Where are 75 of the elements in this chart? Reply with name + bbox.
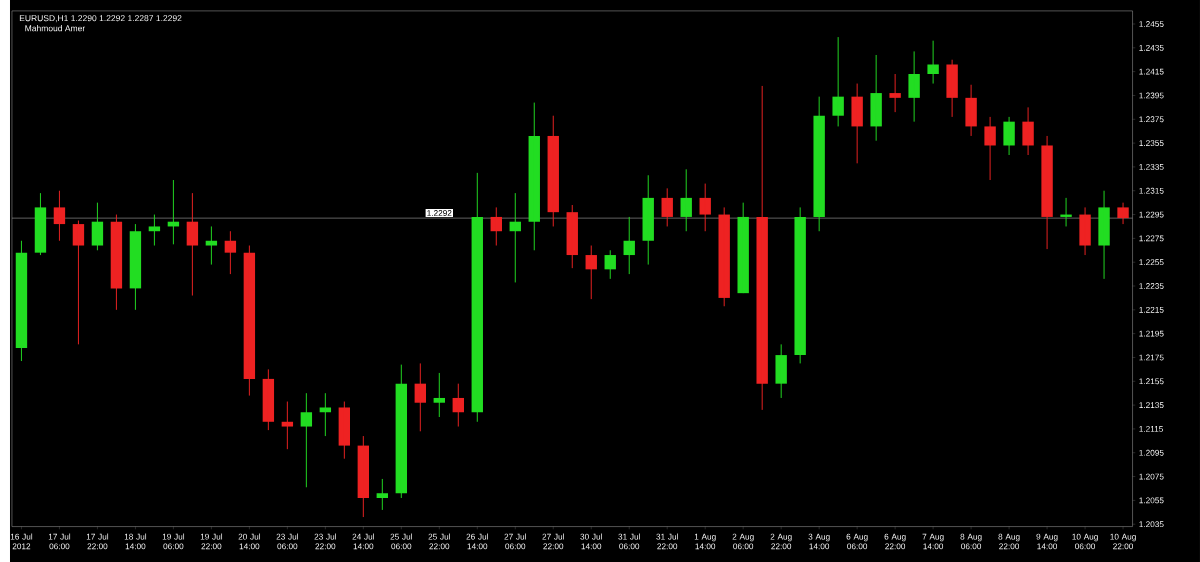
x-tick-label: 2 Aug 06:00: [732, 533, 754, 550]
x-tick-label: 26 Jul 14:00: [466, 533, 488, 550]
candlestick: [433, 372, 445, 418]
x-tick-label: 8 Aug 06:00: [960, 533, 982, 550]
y-tick-label: 1.2095: [1139, 449, 1164, 456]
x-tick-label: 17 Jul 06:00: [48, 533, 71, 550]
x-tick-label: 7 Aug 14:00: [922, 533, 944, 550]
y-tick-label: 1.2275: [1139, 235, 1164, 242]
chart-title: EURUSD,H1 1.2290 1.2292 1.2287 1.2292: [19, 14, 182, 23]
y-tick-label: 1.2295: [1139, 211, 1164, 218]
x-tick-label: 24 Jul 14:00: [352, 533, 374, 550]
y-tick-label: 1.2435: [1139, 44, 1164, 51]
candlestick: [300, 392, 313, 488]
x-tick-label: 17 Jul 22:00: [86, 533, 109, 550]
y-tick-label: 1.2175: [1139, 354, 1164, 361]
candlestick: [338, 400, 351, 460]
x-tick-label: 1 Aug 14:00: [694, 533, 716, 550]
y-tick-label: 1.2115: [1139, 425, 1163, 432]
candlestick: [205, 225, 218, 265]
x-tick-label: 6 Aug 06:00: [846, 533, 868, 550]
y-tick-label: 1.2255: [1139, 259, 1164, 265]
y-tick-label: 1.2375: [1139, 116, 1164, 123]
y-tick-label: 1.2135: [1139, 402, 1164, 408]
x-tick-label: 3 Aug 14:00: [808, 533, 830, 550]
x-tick-label: 8 Aug 22:00: [998, 533, 1020, 550]
x-tick-label: 18 Jul 14:00: [124, 533, 147, 550]
candlestick: [832, 36, 844, 127]
y-tick-label: 1.2035: [1139, 521, 1164, 527]
candlestick: [718, 206, 730, 307]
annotation: Mahmoud Amer: [25, 24, 86, 32]
x-tick-label: 30 Jul 14:00: [580, 533, 602, 550]
candlestick: [72, 219, 85, 345]
y-tick-label: 1.2075: [1139, 473, 1164, 480]
x-tick-label: 10 Aug 06:00: [1072, 533, 1098, 550]
x-tick-label: 23 Jul 06:00: [276, 533, 298, 550]
candlestick: [889, 73, 901, 113]
x-tick-label: 16 Jul 2012: [10, 533, 33, 550]
y-tick-label: 1.2215: [1139, 306, 1164, 313]
candlestick: [319, 392, 332, 437]
x-tick-label: 19 Jul 22:00: [200, 533, 223, 550]
candlestick: [927, 40, 939, 84]
x-tick-label: 31 Jul 06:00: [618, 533, 640, 550]
y-tick-label: 1.2395: [1139, 92, 1164, 99]
candlestick: [737, 202, 749, 294]
y-tick-label: 1.2155: [1139, 378, 1164, 385]
candlestick: [148, 213, 161, 246]
x-tick-label: 2 Aug 22:00: [770, 533, 792, 550]
x-tick-label: 25 Jul 06:00: [390, 533, 412, 550]
x-tick-label: 19 Jul 06:00: [162, 533, 185, 550]
y-tick-label: 1.2315: [1139, 187, 1164, 194]
candlestick: [1098, 190, 1110, 280]
x-tick-label: 9 Aug 14:00: [1036, 533, 1058, 550]
y-tick-label: 1.2455: [1139, 20, 1164, 27]
candlestick: [775, 343, 787, 399]
x-tick-label: 23 Jul 22:00: [314, 533, 336, 550]
candlestick: [281, 400, 294, 450]
y-tick-label: 1.2235: [1139, 282, 1164, 289]
candlestick: [1117, 202, 1129, 225]
candlestick: [794, 206, 806, 364]
x-tick-label: 6 Aug 22:00: [884, 533, 906, 550]
x-tick-label: 31 Jul 22:00: [656, 533, 678, 550]
candlestick: [813, 96, 825, 232]
y-tick-label: 1.2415: [1139, 68, 1164, 75]
x-tick-label: 25 Jul 22:00: [428, 533, 450, 550]
y-tick-label: 1.2055: [1139, 497, 1164, 504]
x-tick-label: 10 Aug 22:00: [1110, 533, 1136, 550]
candlestick: [376, 478, 389, 511]
y-tick-label: 1.2195: [1139, 330, 1164, 337]
candlestick: [756, 85, 768, 411]
y-tick-label: 1.2355: [1139, 140, 1164, 146]
x-tick-label: 27 Jul 22:00: [542, 533, 564, 550]
x-tick-label: 20 Jul 14:00: [238, 533, 261, 550]
ref-line-label: 1.2292: [427, 209, 452, 216]
y-tick-label: 1.2335: [1139, 163, 1164, 170]
x-tick-label: 27 Jul 06:00: [504, 533, 526, 550]
